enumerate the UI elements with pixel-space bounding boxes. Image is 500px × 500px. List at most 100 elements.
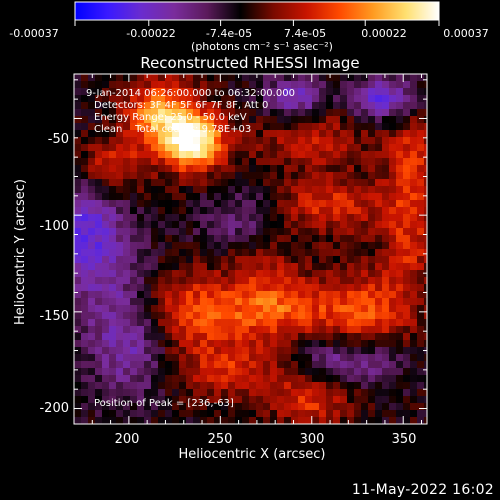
heatmap-cell (242, 256, 250, 264)
heatmap-cell (424, 172, 427, 180)
heatmap-cell (144, 130, 152, 138)
heatmap-cell (284, 116, 292, 124)
x-tick-label: 200 (115, 432, 140, 447)
heatmap-cell (375, 186, 383, 194)
heatmap-cell (340, 312, 348, 320)
heatmap-cell (235, 123, 243, 131)
heatmap-cell (95, 382, 103, 390)
heatmap-cell (333, 221, 341, 229)
heatmap-cell (179, 158, 187, 166)
heatmap-cell (375, 389, 383, 397)
heatmap-cell (137, 137, 145, 145)
heatmap-cell (228, 193, 236, 201)
heatmap-cell (277, 305, 285, 313)
heatmap-cell (284, 410, 292, 418)
heatmap-cell (221, 109, 229, 117)
heatmap-cell (193, 172, 201, 180)
heatmap-cell (382, 221, 390, 229)
heatmap-cell (277, 81, 285, 89)
heatmap-cell (88, 179, 96, 187)
heatmap-cell (270, 396, 278, 404)
heatmap-cell (88, 116, 96, 124)
heatmap-cell (389, 88, 397, 96)
heatmap-cell (277, 291, 285, 299)
heatmap-cell (130, 158, 138, 166)
heatmap-cell (417, 270, 425, 278)
heatmap-cell (109, 158, 117, 166)
heatmap-cell (284, 242, 292, 250)
heatmap-cell (410, 312, 418, 320)
heatmap-cell (214, 95, 222, 103)
heatmap-cell (277, 277, 285, 285)
heatmap-cell (242, 228, 250, 236)
heatmap-cell (88, 368, 96, 376)
heatmap-cell (347, 368, 355, 376)
heatmap-cell (375, 207, 383, 215)
heatmap-cell (186, 347, 194, 355)
heatmap-cell (291, 81, 299, 89)
heatmap-cell (151, 81, 159, 89)
heatmap-cell (333, 368, 341, 376)
heatmap-cell (284, 263, 292, 271)
heatmap-cell (116, 417, 124, 424)
heatmap-cell (340, 291, 348, 299)
heatmap-cell (137, 340, 145, 348)
heatmap-cell (410, 375, 418, 383)
heatmap-cell (151, 214, 159, 222)
heatmap-cell (298, 116, 306, 124)
heatmap-cell (165, 130, 173, 138)
heatmap-cell (270, 130, 278, 138)
heatmap-cell (396, 74, 404, 82)
heatmap-cell (417, 256, 425, 264)
heatmap-cell (417, 179, 425, 187)
heatmap-cell (284, 305, 292, 313)
heatmap-cell (389, 368, 397, 376)
heatmap-cell (382, 417, 390, 424)
heatmap-cell (312, 165, 320, 173)
heatmap-cell (242, 382, 250, 390)
heatmap-cell (193, 81, 201, 89)
heatmap-cell (291, 270, 299, 278)
heatmap-cell (179, 165, 187, 173)
heatmap-cell (165, 326, 173, 334)
heatmap-cell (186, 74, 194, 82)
heatmap-cell (214, 221, 222, 229)
heatmap-cell (263, 137, 271, 145)
heatmap-cell (102, 305, 110, 313)
heatmap-cell (347, 102, 355, 110)
heatmap-cell (417, 249, 425, 257)
heatmap-cell (270, 144, 278, 152)
heatmap-cell (389, 221, 397, 229)
heatmap-cell (214, 298, 222, 306)
heatmap-cell (158, 116, 166, 124)
heatmap-cell (382, 291, 390, 299)
heatmap-cell (172, 186, 180, 194)
heatmap-cell (74, 375, 82, 383)
heatmap-cell (382, 396, 390, 404)
heatmap-cell (333, 158, 341, 166)
heatmap-cell (417, 298, 425, 306)
heatmap-cell (298, 81, 306, 89)
heatmap-cell (340, 361, 348, 369)
heatmap-cell (368, 347, 376, 355)
heatmap-cell (410, 347, 418, 355)
heatmap-cell (165, 74, 173, 82)
heatmap-cell (179, 81, 187, 89)
heatmap-cell (95, 242, 103, 250)
heatmap-cell (228, 200, 236, 208)
heatmap-cell (424, 284, 427, 292)
heatmap-cell (263, 207, 271, 215)
heatmap-cell (396, 382, 404, 390)
heatmap-cell (277, 228, 285, 236)
heatmap-cell (235, 88, 243, 96)
heatmap-cell (193, 165, 201, 173)
heatmap-cell (312, 158, 320, 166)
heatmap-cell (95, 326, 103, 334)
heatmap-cell (396, 368, 404, 376)
heatmap-cell (396, 263, 404, 271)
heatmap-cell (319, 137, 327, 145)
heatmap-cell (368, 277, 376, 285)
heatmap-cell (389, 270, 397, 278)
heatmap-cell (277, 144, 285, 152)
